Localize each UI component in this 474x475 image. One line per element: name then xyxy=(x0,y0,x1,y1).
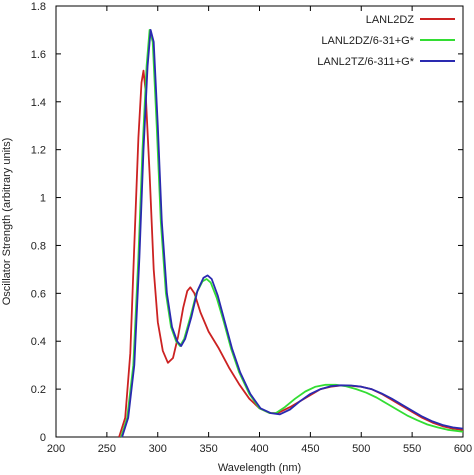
y-tick-label: 0.4 xyxy=(31,336,46,348)
legend: LANL2DZ LANL2DZ/6-31+G* LANL2TZ/6-311+G* xyxy=(317,14,455,68)
x-tick-label: 500 xyxy=(352,443,370,455)
legend-label-1: LANL2DZ xyxy=(366,14,415,26)
plot-border xyxy=(55,5,464,438)
x-tick-label: 400 xyxy=(250,443,268,455)
y-tick-label: 0.8 xyxy=(31,240,46,252)
y-tick-label: 0.2 xyxy=(31,384,46,396)
x-axis: 200 250 300 350 400 450 500 550 600 xyxy=(47,6,472,455)
y-tick-label: 0.6 xyxy=(31,288,46,300)
y-axis-title: Oscillator Strength (arbitrary units) xyxy=(1,138,13,306)
x-axis-title: Wavelength (nm) xyxy=(218,462,301,474)
y-tick-label: 1.4 xyxy=(31,97,46,109)
y-tick-label: 1.6 xyxy=(31,49,46,61)
y-tick-label: 0 xyxy=(40,432,46,444)
x-tick-label: 450 xyxy=(301,443,319,455)
y-axis: 0 0.2 0.4 0.6 0.8 1 1.2 1.4 1.6 1.8 xyxy=(31,1,463,444)
series-line-2 xyxy=(120,29,464,438)
legend-label-3: LANL2TZ/6-311+G* xyxy=(317,56,414,68)
x-tick-label: 600 xyxy=(454,443,472,455)
legend-label-2: LANL2DZ/6-31+G* xyxy=(321,35,414,47)
y-tick-label: 1.8 xyxy=(31,1,46,13)
x-tick-label: 300 xyxy=(149,443,167,455)
x-tick-label: 200 xyxy=(47,443,65,455)
plot-area xyxy=(55,5,464,438)
x-tick-label: 550 xyxy=(403,443,421,455)
series-lines xyxy=(118,29,464,438)
y-tick-label: 1 xyxy=(40,193,46,205)
x-tick-label: 250 xyxy=(98,443,116,455)
series-line-3 xyxy=(121,29,464,438)
series-line-1 xyxy=(118,69,464,438)
x-tick-label: 350 xyxy=(199,443,217,455)
y-tick-label: 1.2 xyxy=(31,145,46,157)
